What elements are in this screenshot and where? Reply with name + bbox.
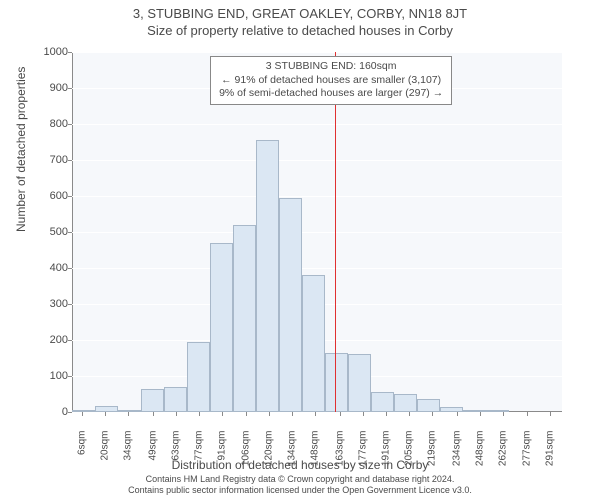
ytick-label: 0 [36,406,68,418]
y-axis-label: Number of detached properties [14,67,28,232]
ytick-label: 700 [36,154,68,166]
ytick-mark [68,124,72,125]
ytick-mark [68,52,72,53]
ytick-label: 900 [36,82,68,94]
gridline [72,160,562,161]
xtick-mark [503,412,504,416]
histogram-bar [463,410,486,412]
xtick-mark [199,412,200,416]
ytick-label: 300 [36,298,68,310]
xtick-mark [82,412,83,416]
annotation-line2: ← 91% of detached houses are smaller (3,… [219,74,443,88]
xtick-mark [222,412,223,416]
xtick-mark [340,412,341,416]
ytick-label: 800 [36,118,68,130]
xtick-mark [386,412,387,416]
ytick-label: 100 [36,370,68,382]
histogram-bar [141,389,164,412]
gridline [72,268,562,269]
xtick-mark [269,412,270,416]
title-main: 3, STUBBING END, GREAT OAKLEY, CORBY, NN… [0,6,600,21]
histogram-bar [187,342,210,412]
attribution-text: Contains HM Land Registry data © Crown c… [0,474,600,496]
chart-plot-area: 010020030040050060070080090010006sqm20sq… [72,52,562,412]
ytick-label: 500 [36,226,68,238]
histogram-bar [95,406,118,412]
gridline [72,52,562,53]
xtick-mark [480,412,481,416]
attribution-line2: Contains public sector information licen… [128,485,472,495]
histogram-bar [440,407,463,412]
annotation-box: 3 STUBBING END: 160sqm← 91% of detached … [210,56,452,105]
x-axis-label: Distribution of detached houses by size … [0,458,600,472]
ytick-mark [68,196,72,197]
xtick-mark [409,412,410,416]
ytick-mark [68,340,72,341]
xtick-mark [432,412,433,416]
histogram-bar [72,410,95,412]
ytick-label: 400 [36,262,68,274]
ytick-label: 1000 [36,46,68,58]
gridline [72,412,562,413]
histogram-bar [417,399,440,412]
xtick-mark [550,412,551,416]
ytick-mark [68,88,72,89]
histogram-bar [118,410,141,412]
xtick-mark [527,412,528,416]
histogram-bar [394,394,417,412]
xtick-mark [315,412,316,416]
chart-titles: 3, STUBBING END, GREAT OAKLEY, CORBY, NN… [0,0,600,38]
histogram-bar [279,198,302,412]
xtick-mark [363,412,364,416]
annotation-line1: 3 STUBBING END: 160sqm [219,60,443,74]
xtick-mark [176,412,177,416]
xtick-mark [292,412,293,416]
title-sub: Size of property relative to detached ho… [0,23,600,38]
histogram-bar [302,275,325,412]
xtick-mark [105,412,106,416]
ytick-mark [68,268,72,269]
histogram-bar [233,225,256,412]
histogram-bar [210,243,233,412]
gridline [72,196,562,197]
ytick-label: 200 [36,334,68,346]
annotation-line3: 9% of semi-detached houses are larger (2… [219,87,443,101]
histogram-bar [486,410,509,412]
ytick-mark [68,376,72,377]
histogram-bar [348,354,371,412]
reference-line [335,52,336,412]
ytick-mark [68,304,72,305]
xtick-mark [246,412,247,416]
histogram-bar [164,387,187,412]
attribution-line1: Contains HM Land Registry data © Crown c… [146,474,455,484]
histogram-bar [371,392,394,412]
ytick-mark [68,160,72,161]
xtick-mark [153,412,154,416]
ytick-mark [68,412,72,413]
ytick-mark [68,232,72,233]
histogram-bar [325,353,348,412]
xtick-mark [128,412,129,416]
xtick-mark [457,412,458,416]
gridline [72,124,562,125]
histogram-bar [256,140,279,412]
ytick-label: 600 [36,190,68,202]
gridline [72,232,562,233]
